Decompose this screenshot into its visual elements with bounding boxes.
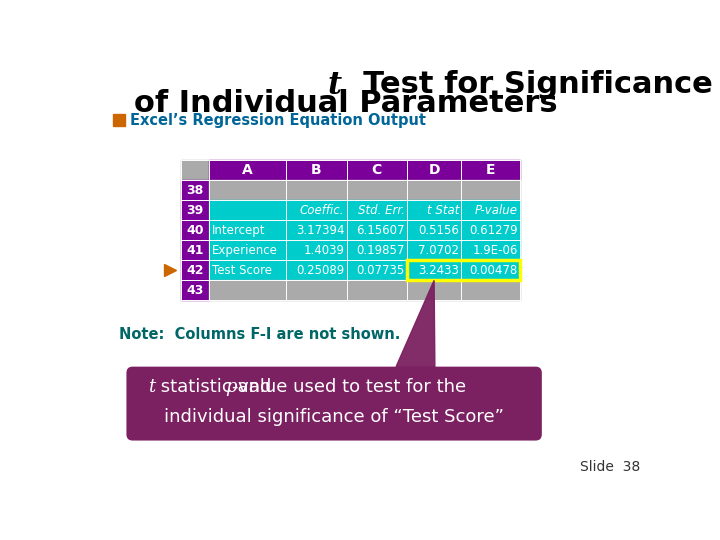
Bar [286, 220, 346, 240]
Bar [286, 260, 346, 280]
Bar [407, 160, 462, 180]
Bar [407, 220, 462, 240]
Text: D: D [428, 163, 440, 177]
Bar [181, 260, 209, 280]
Bar [407, 280, 462, 300]
Text: Test Score: Test Score [212, 264, 271, 277]
Text: 42: 42 [186, 264, 204, 277]
Text: Std. Err.: Std. Err. [358, 204, 405, 217]
Text: individual significance of “Test Score”: individual significance of “Test Score” [163, 408, 503, 427]
Bar [209, 160, 286, 180]
Bar [181, 160, 209, 180]
Text: t: t [148, 377, 156, 396]
Text: 41: 41 [186, 244, 204, 257]
Bar [462, 160, 520, 180]
Bar [286, 200, 346, 220]
Bar [346, 180, 407, 200]
Bar [286, 240, 346, 260]
Bar [286, 180, 346, 200]
Bar [462, 260, 520, 280]
Text: t Stat: t Stat [426, 204, 459, 217]
Text: 0.5156: 0.5156 [418, 224, 459, 237]
Text: Excel’s Regression Equation Output: Excel’s Regression Equation Output [130, 113, 426, 128]
Text: E: E [486, 163, 495, 177]
Text: 3.2433: 3.2433 [418, 264, 459, 277]
Bar [462, 280, 520, 300]
FancyBboxPatch shape [127, 367, 542, 441]
Bar [346, 260, 407, 280]
Bar [346, 200, 407, 220]
Bar [181, 280, 209, 300]
Text: P-value: P-value [474, 204, 518, 217]
Bar [209, 180, 286, 200]
Bar [181, 220, 209, 240]
Bar [407, 260, 462, 280]
Text: 39: 39 [186, 204, 204, 217]
Text: A: A [242, 163, 253, 177]
Bar [346, 220, 407, 240]
Text: 6.15607: 6.15607 [356, 224, 405, 237]
Text: 7.0702: 7.0702 [418, 244, 459, 257]
Polygon shape [396, 280, 435, 367]
Bar [407, 200, 462, 220]
Bar [209, 220, 286, 240]
Bar [407, 240, 462, 260]
Bar [346, 280, 407, 300]
Bar [209, 200, 286, 220]
Bar [346, 240, 407, 260]
Bar [462, 240, 520, 260]
Text: 0.00478: 0.00478 [469, 264, 518, 277]
Text: 0.25089: 0.25089 [296, 264, 344, 277]
Text: Note:  Columns F-I are not shown.: Note: Columns F-I are not shown. [120, 327, 401, 342]
Text: 0.19857: 0.19857 [356, 244, 405, 257]
Text: Test for Significance: Test for Significance [342, 70, 713, 99]
Text: Intercept: Intercept [212, 224, 265, 237]
Bar [407, 180, 462, 200]
Text: statistic and: statistic and [155, 377, 277, 396]
Text: B: B [311, 163, 322, 177]
Text: 0.07735: 0.07735 [356, 264, 405, 277]
Text: 1.4039: 1.4039 [303, 244, 344, 257]
Text: 1.9E-06: 1.9E-06 [472, 244, 518, 257]
Bar [209, 280, 286, 300]
Text: C: C [372, 163, 382, 177]
Bar [181, 180, 209, 200]
Bar [407, 260, 520, 280]
Text: 38: 38 [186, 184, 204, 197]
Text: 40: 40 [186, 224, 204, 237]
Text: p: p [225, 377, 237, 396]
Text: 3.17394: 3.17394 [296, 224, 344, 237]
Text: Slide  38: Slide 38 [580, 461, 640, 475]
Bar [209, 260, 286, 280]
Text: Coeffic.: Coeffic. [300, 204, 344, 217]
Bar [286, 280, 346, 300]
Text: of Individual Parameters: of Individual Parameters [134, 90, 557, 118]
Bar [462, 180, 520, 200]
Text: 43: 43 [186, 284, 204, 297]
Bar [462, 200, 520, 220]
Text: Experience: Experience [212, 244, 277, 257]
Text: -value used to test for the: -value used to test for the [232, 377, 466, 396]
Bar [286, 160, 346, 180]
Bar [209, 240, 286, 260]
Text: 0.61279: 0.61279 [469, 224, 518, 237]
Bar [181, 240, 209, 260]
Bar [346, 160, 407, 180]
Text: t: t [328, 70, 342, 101]
Bar [462, 220, 520, 240]
Bar [181, 200, 209, 220]
